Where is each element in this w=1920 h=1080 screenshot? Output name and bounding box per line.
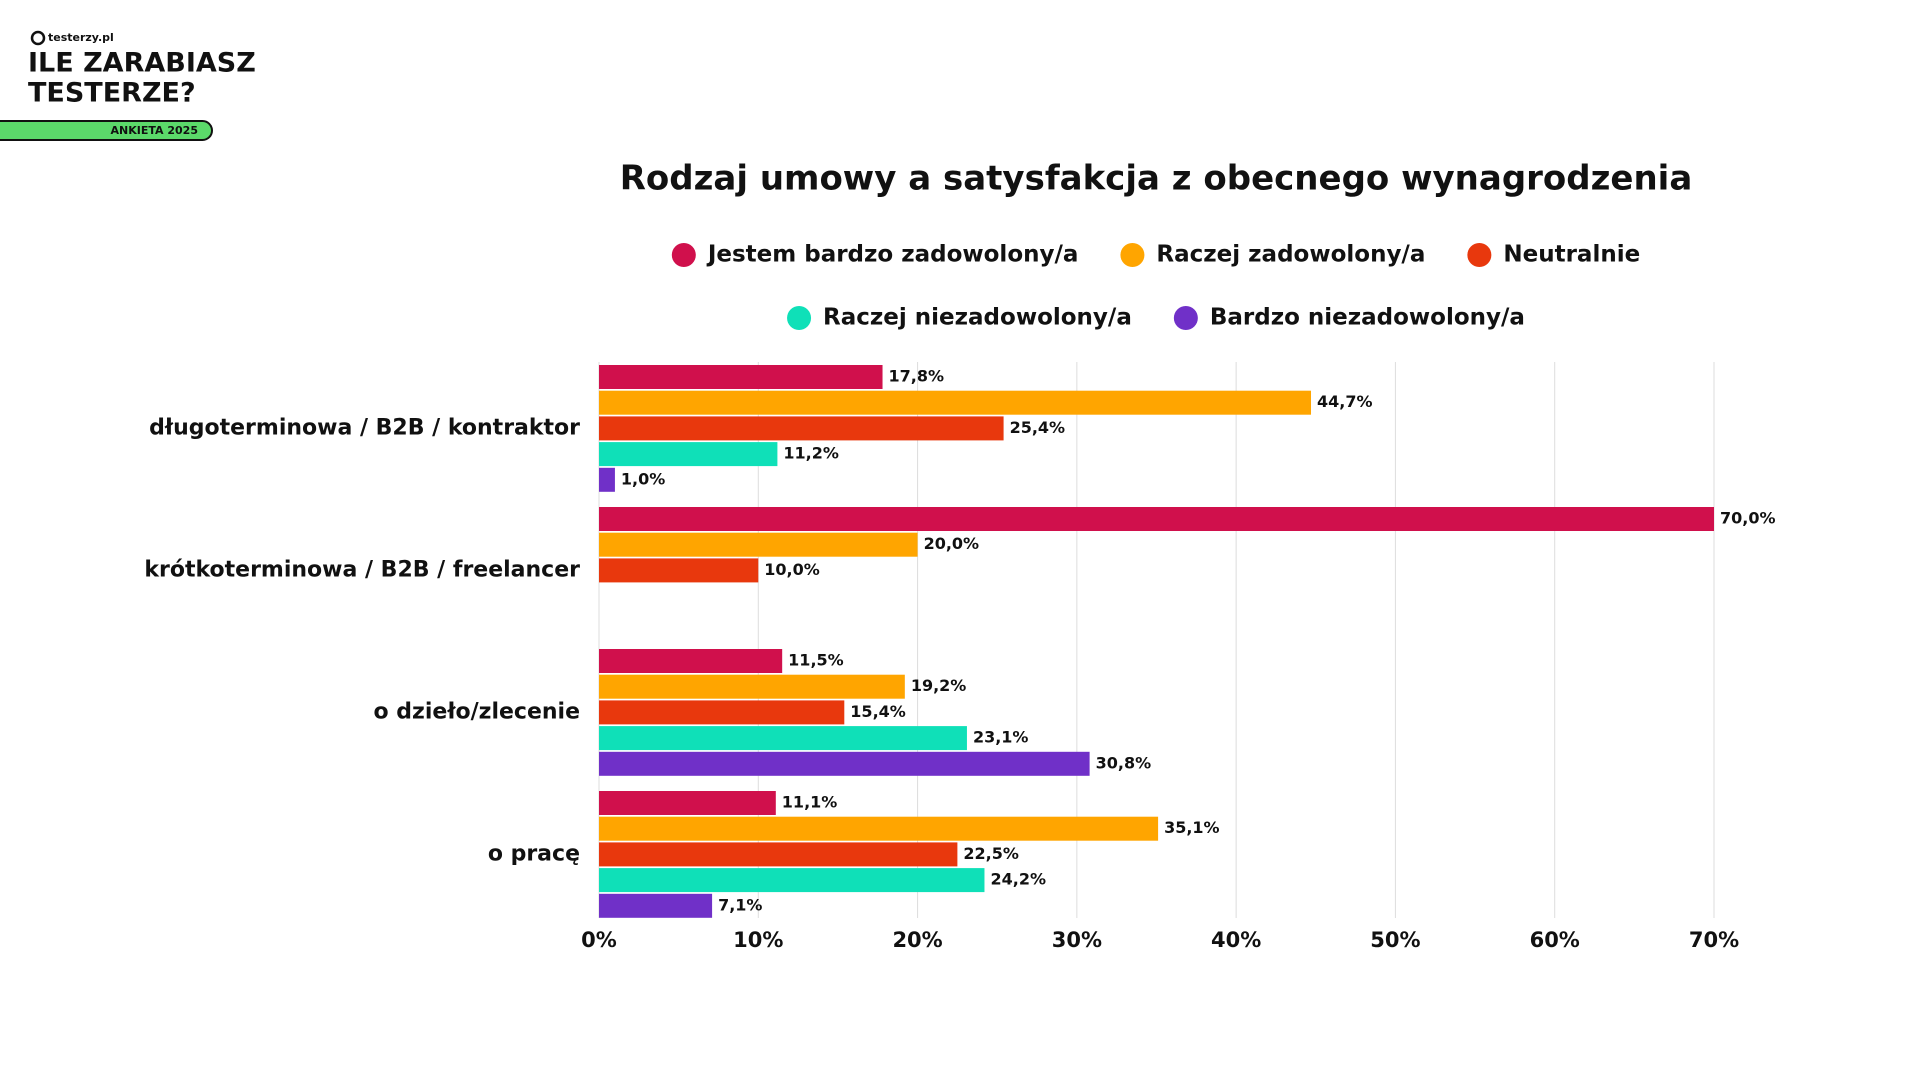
data-label: 70,0% (1720, 509, 1776, 528)
x-tick-label: 30% (1052, 928, 1102, 952)
data-label: 19,2% (911, 676, 967, 695)
data-label: 24,2% (990, 870, 1046, 889)
y-tick-label: o pracę (488, 841, 580, 866)
x-tick-label: 20% (892, 928, 942, 952)
bar (599, 791, 776, 815)
y-tick-label: długoterminowa / B2B / kontraktor (149, 415, 580, 440)
data-label: 30,8% (1096, 753, 1152, 772)
data-label: 17,8% (889, 367, 945, 386)
logo: testerzy.pl ILE ZARABIASZ TESTERZE? ANKI… (0, 30, 256, 141)
bar (599, 507, 1714, 531)
logo-title: TESTERZE? (28, 78, 196, 109)
x-tick-label: 60% (1530, 928, 1580, 952)
legend-label: Raczej zadowolony/a (1156, 242, 1425, 268)
data-label: 1,0% (621, 469, 665, 488)
x-tick-label: 10% (733, 928, 783, 952)
x-tick-label: 70% (1689, 928, 1739, 952)
bar (599, 842, 958, 867)
y-tick-label: krótkoterminowa / B2B / freelancer (144, 557, 580, 582)
legend-marker (787, 306, 812, 330)
bar (599, 868, 985, 893)
data-label: 35,1% (1164, 818, 1220, 837)
bar (599, 390, 1312, 415)
bar (599, 532, 918, 557)
legend-marker (1173, 306, 1198, 330)
bar (599, 442, 778, 467)
bar (599, 726, 967, 751)
data-label: 20,0% (924, 534, 980, 553)
data-label: 22,5% (963, 844, 1019, 863)
bar (599, 365, 883, 389)
data-label: 23,1% (973, 728, 1029, 747)
logo-badge (0, 120, 213, 141)
legend-marker (1467, 243, 1492, 267)
logo-icon (30, 30, 46, 46)
data-label: 11,5% (788, 651, 844, 670)
data-label: 11,1% (782, 793, 838, 812)
bar (599, 674, 905, 699)
logo-title: ILE ZARABIASZ (28, 48, 256, 79)
bar (599, 700, 845, 725)
bar (599, 467, 615, 492)
data-label: 10,0% (764, 560, 820, 579)
chart-title: Rodzaj umowy a satysfakcja z obecnego wy… (620, 159, 1693, 199)
data-label: 44,7% (1317, 392, 1373, 411)
x-tick-label: 40% (1211, 928, 1261, 952)
bar (599, 816, 1159, 841)
data-label: 25,4% (1010, 418, 1066, 437)
bar (599, 649, 783, 673)
data-label: 15,4% (850, 702, 906, 721)
logo-badge-text: ANKIETA 2025 (111, 124, 198, 137)
legend-label: Neutralnie (1503, 242, 1640, 268)
logo-site: testerzy.pl (48, 31, 114, 44)
legend-label: Jestem bardzo zadowolony/a (706, 242, 1079, 268)
y-tick-label: o dzieło/zlecenie (374, 699, 580, 724)
bar (599, 751, 1090, 776)
bar (599, 893, 713, 918)
legend-label: Raczej niezadowolony/a (823, 305, 1132, 331)
legend-marker (1120, 243, 1145, 267)
x-tick-label: 0% (581, 928, 617, 952)
data-label: 11,2% (783, 444, 839, 463)
data-label: 7,1% (718, 895, 762, 914)
bar (599, 416, 1004, 441)
legend-label: Bardzo niezadowolony/a (1210, 305, 1525, 331)
x-tick-label: 50% (1370, 928, 1420, 952)
bar (599, 558, 759, 583)
legend-marker (671, 243, 696, 267)
